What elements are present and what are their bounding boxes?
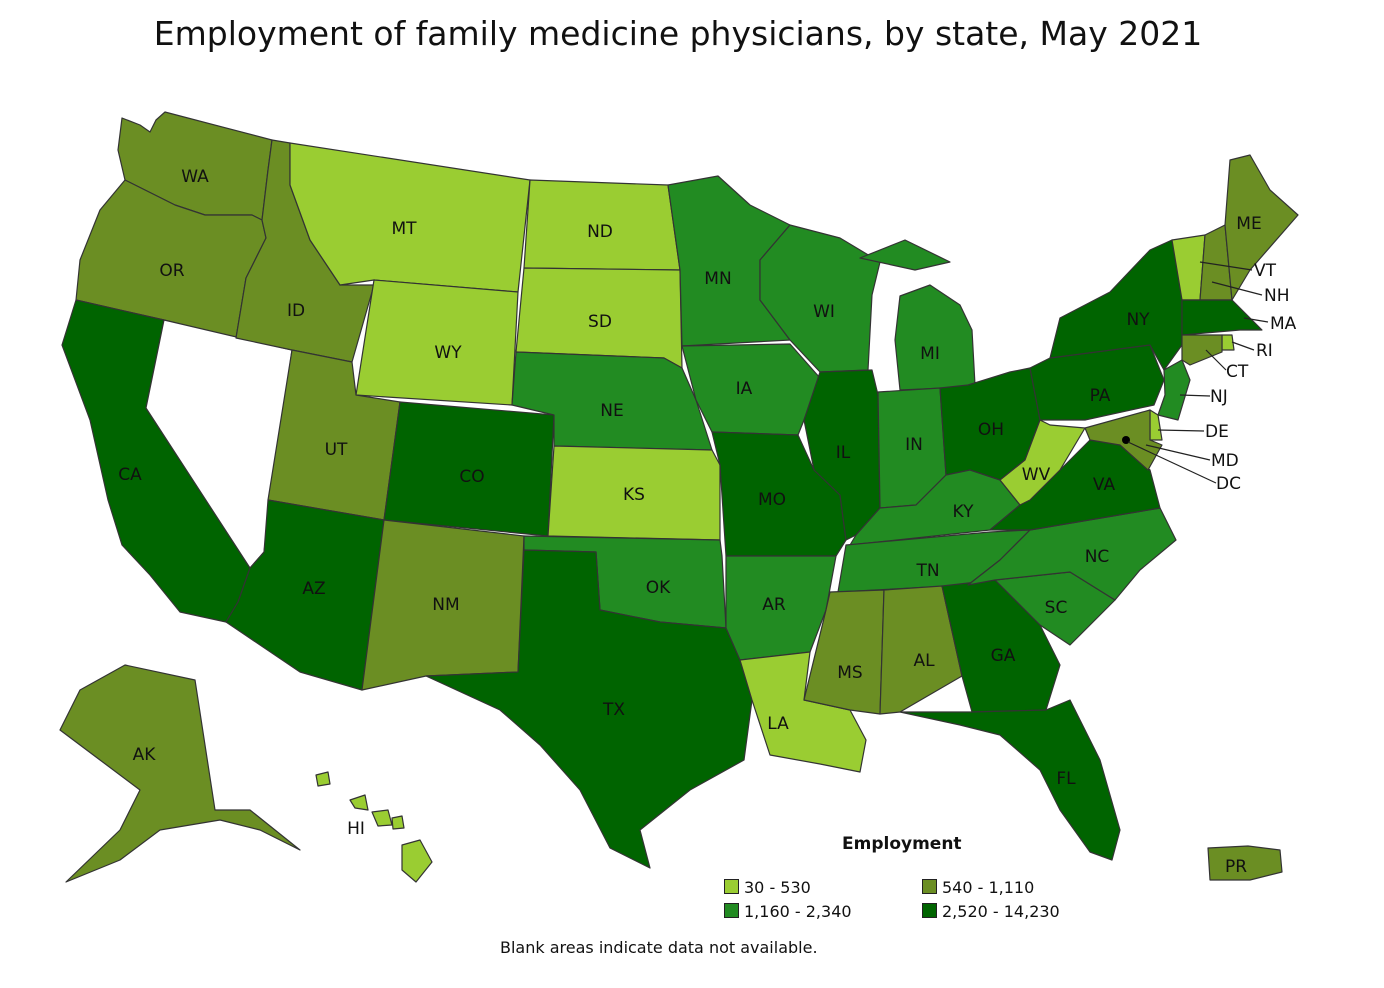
legend-title: Employment: [842, 834, 962, 854]
label-RI: RI: [1256, 341, 1273, 361]
label-CT: CT: [1226, 362, 1249, 382]
label-SC: SC: [1045, 598, 1068, 618]
label-NJ: NJ: [1210, 387, 1228, 407]
label-CO: CO: [459, 467, 484, 487]
label-AR: AR: [762, 595, 786, 615]
label-FL: FL: [1056, 769, 1076, 789]
label-VA: VA: [1093, 475, 1116, 495]
legend-swatch-bin2: [922, 879, 937, 894]
label-ID: ID: [287, 301, 305, 321]
state-CT[interactable]: [1181, 334, 1223, 366]
label-WA: WA: [181, 167, 209, 187]
state-AK[interactable]: [59, 664, 301, 883]
label-DE: DE: [1205, 422, 1229, 442]
legend-swatch-bin1: [724, 879, 739, 894]
label-MO: MO: [758, 490, 786, 510]
label-IN: IN: [905, 435, 923, 455]
state-NC[interactable]: [967, 507, 1177, 601]
label-KS: KS: [623, 485, 645, 505]
state-MT[interactable]: [289, 142, 531, 293]
label-MA: MA: [1270, 314, 1297, 334]
state-MA[interactable]: [1181, 299, 1263, 336]
label-NY: NY: [1126, 310, 1150, 330]
label-WI: WI: [813, 302, 835, 322]
label-VT: VT: [1254, 261, 1277, 281]
label-OR: OR: [159, 261, 184, 281]
label-NH: NH: [1264, 286, 1290, 306]
leader-VT: [1199, 261, 1253, 271]
label-UT: UT: [325, 440, 348, 460]
leader-RI: [1231, 341, 1255, 351]
label-CA: CA: [118, 465, 142, 485]
label-NE: NE: [600, 401, 623, 421]
label-ND: ND: [587, 222, 613, 242]
label-WY: WY: [434, 343, 462, 363]
label-SD: SD: [588, 312, 612, 332]
label-IL: IL: [836, 443, 851, 463]
state-LA[interactable]: [739, 651, 867, 773]
state-NJ[interactable]: [1157, 359, 1191, 421]
legend-label-bin3: 1,160 - 2,340: [744, 902, 852, 921]
legend-label-bin2: 540 - 1,110: [942, 878, 1035, 897]
state-labels-layer: WA OR CA ID MT WY UT AZ CO NM ND SD NE K…: [118, 167, 1296, 877]
label-NM: NM: [432, 595, 459, 615]
label-ME: ME: [1236, 214, 1261, 234]
label-GA: GA: [991, 646, 1016, 666]
label-AK: AK: [133, 745, 157, 765]
state-IA[interactable]: [681, 343, 821, 436]
states-layer: [59, 111, 1299, 883]
label-MT: MT: [391, 219, 417, 239]
state-HI[interactable]: [315, 771, 433, 883]
leader-NH: [1211, 281, 1263, 296]
label-KY: KY: [953, 502, 975, 522]
footnote: Blank areas indicate data not available.: [500, 938, 818, 957]
leader-MD: [1145, 444, 1211, 461]
label-MN: MN: [704, 269, 731, 289]
leader-MA: [1243, 317, 1269, 323]
state-IL[interactable]: [803, 369, 881, 541]
label-MS: MS: [837, 663, 862, 683]
map-title: Employment of family medicine physicians…: [153, 14, 1203, 53]
label-OK: OK: [646, 578, 671, 598]
label-TN: TN: [915, 561, 939, 581]
state-ME[interactable]: [1224, 154, 1299, 301]
state-TX[interactable]: [425, 549, 753, 869]
label-LA: LA: [767, 714, 789, 734]
label-OH: OH: [978, 420, 1004, 440]
legend-label-bin4: 2,520 - 14,230: [942, 902, 1060, 921]
label-PR: PR: [1225, 857, 1247, 877]
leader-DE: [1157, 429, 1205, 432]
legend-label-bin1: 30 - 530: [744, 878, 811, 897]
label-PA: PA: [1090, 386, 1111, 406]
label-DC: DC: [1216, 474, 1241, 494]
label-AZ: AZ: [302, 579, 325, 599]
legend-swatch-bin4: [922, 903, 937, 918]
label-TX: TX: [602, 700, 625, 720]
legend-item-bin2: 540 - 1,110: [922, 878, 1034, 897]
label-NC: NC: [1085, 547, 1110, 567]
state-AL[interactable]: [879, 585, 963, 715]
leader-NJ: [1179, 394, 1211, 397]
leader-DC: [1127, 441, 1217, 484]
label-MD: MD: [1211, 451, 1239, 471]
state-FL[interactable]: [899, 699, 1121, 861]
leader-CT: [1205, 349, 1227, 371]
legend-item-bin3: 1,160 - 2,340: [724, 902, 852, 921]
label-AL: AL: [913, 651, 935, 671]
label-WV: WV: [1022, 465, 1051, 485]
legend-item-bin4: 2,520 - 14,230: [922, 902, 1060, 921]
state-KS[interactable]: [547, 445, 721, 541]
legend-item-bin1: 30 - 530: [724, 878, 811, 897]
state-PR[interactable]: [1207, 845, 1283, 881]
label-HI: HI: [347, 819, 365, 839]
label-IA: IA: [736, 379, 753, 399]
label-MI: MI: [920, 344, 940, 364]
legend-swatch-bin3: [724, 903, 739, 918]
